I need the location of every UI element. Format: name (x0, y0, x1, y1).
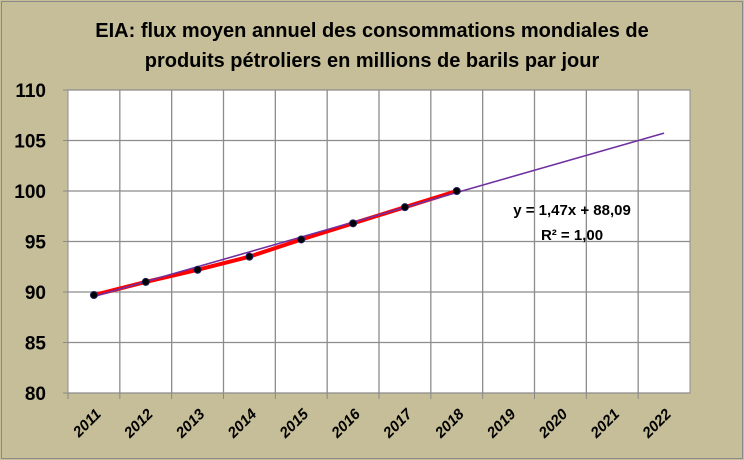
x-tick-label: 2015 (276, 405, 313, 442)
x-tick-label: 2011 (69, 406, 105, 442)
chart-title-line2: produits pétroliers en millions de baril… (144, 50, 600, 72)
data-point (89, 291, 98, 300)
y-tick-label: 90 (25, 283, 46, 304)
x-tick-label: 2021 (587, 406, 623, 442)
trendline (93, 132, 665, 298)
x-tick-label: 2022 (639, 405, 676, 442)
x-tick-label: 2017 (379, 405, 416, 442)
x-tick-label: 2012 (120, 405, 157, 442)
x-tick-label: 2014 (224, 405, 261, 442)
y-tick-label: 105 (14, 132, 46, 153)
y-tick-label: 95 (25, 233, 47, 254)
trendline-equation: y = 1,47x + 88,09 (513, 202, 631, 219)
y-tick-label: 85 (25, 334, 47, 355)
y-tick-label: 100 (14, 182, 46, 203)
data-point (349, 219, 358, 228)
trendline-r2: R² = 1,00 (541, 227, 603, 244)
y-tick-label: 80 (25, 384, 46, 405)
data-point (141, 277, 150, 286)
x-tick-label: 2013 (172, 405, 209, 442)
x-tick-label: 2020 (535, 405, 572, 442)
data-point (452, 187, 461, 195)
data-point (193, 265, 202, 274)
data-point (400, 203, 409, 212)
y-tick-label: 110 (15, 81, 46, 102)
chart-title-line1: EIA: flux moyen annuel des consommations… (95, 20, 649, 42)
data-point (245, 252, 254, 261)
data-point (297, 235, 306, 244)
x-tick-label: 2016 (328, 405, 365, 442)
x-tick-label: 2019 (483, 405, 520, 442)
x-tick-label: 2018 (431, 405, 468, 442)
